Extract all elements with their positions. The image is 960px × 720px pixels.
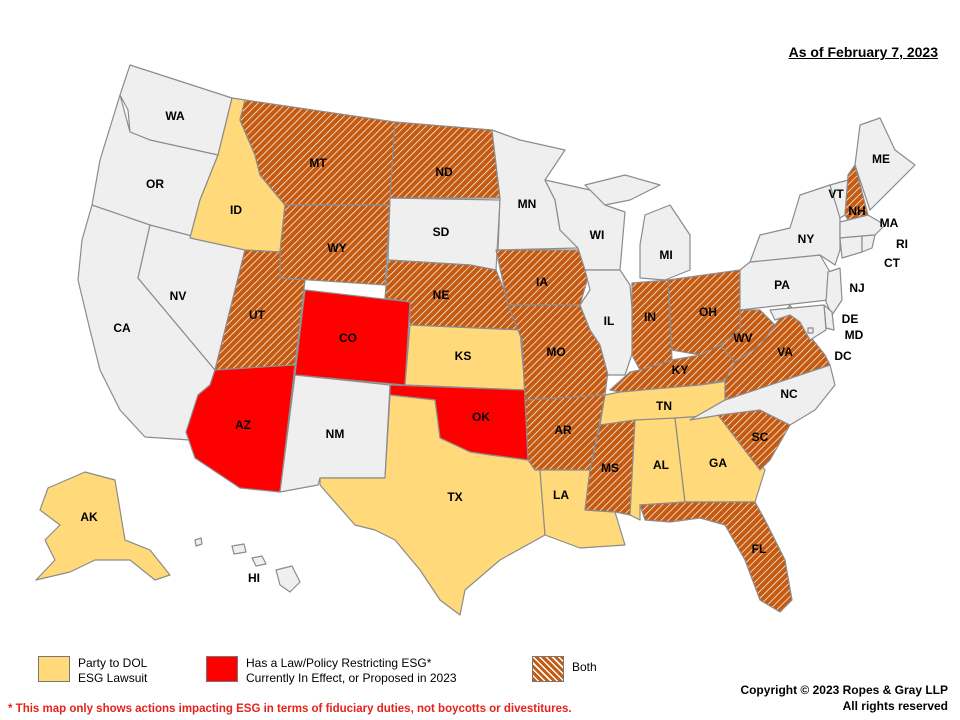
copyright-line1: Copyright © 2023 Ropes & Gray LLP: [740, 683, 948, 697]
footnote: * This map only shows actions impacting …: [8, 703, 572, 715]
label-nv: NV: [170, 289, 187, 303]
label-tn: TN: [656, 399, 672, 413]
label-wi: WI: [590, 228, 605, 242]
label-nm: NM: [326, 427, 345, 441]
label-ia: IA: [536, 275, 548, 289]
label-la: LA: [553, 488, 569, 502]
label-me: ME: [872, 152, 890, 166]
state-ak[interactable]: [35, 471, 171, 581]
label-il: IL: [604, 314, 615, 328]
label-ri: RI: [896, 237, 908, 251]
state-il[interactable]: [579, 269, 636, 376]
label-id: ID: [230, 203, 242, 217]
label-tx: TX: [447, 490, 462, 504]
label-ky: KY: [672, 363, 689, 377]
label-nd: ND: [435, 165, 453, 179]
label-sd: SD: [433, 225, 450, 239]
label-ma: MA: [880, 216, 899, 230]
state-mi-up[interactable]: [584, 174, 661, 206]
label-ne: NE: [433, 288, 450, 302]
state-ct[interactable]: [839, 235, 863, 259]
legend-both: Both: [532, 656, 597, 682]
label-de: DE: [842, 312, 859, 326]
legend-both-line1: Both: [572, 660, 597, 674]
label-nj: NJ: [849, 281, 864, 295]
label-ga: GA: [709, 456, 727, 470]
legend-lawsuit-line2: ESG Lawsuit: [78, 671, 148, 685]
label-dc: DC: [834, 349, 852, 363]
label-sc: SC: [752, 430, 769, 444]
us-states-map: WA OR CA NV ID MT WY UT AZ CO NM ND SD N…: [35, 64, 916, 616]
label-mt: MT: [309, 156, 327, 170]
state-ny[interactable]: [749, 184, 841, 266]
state-ia[interactable]: [495, 249, 591, 306]
label-ar: AR: [554, 423, 572, 437]
label-az: AZ: [235, 418, 251, 432]
legend-law: Has a Law/Policy Restricting ESG* Curren…: [206, 656, 457, 686]
label-oh: OH: [699, 305, 717, 319]
label-nh: NH: [848, 204, 865, 218]
label-vt: VT: [828, 187, 844, 201]
label-fl: FL: [752, 542, 767, 556]
label-va: VA: [777, 345, 793, 359]
label-nc: NC: [780, 387, 798, 401]
label-mn: MN: [518, 197, 537, 211]
label-ms: MS: [601, 461, 619, 475]
label-ok: OK: [472, 410, 490, 424]
state-ma[interactable]: [839, 214, 886, 239]
label-ny: NY: [798, 232, 815, 246]
legend-lawsuit: Party to DOL ESG Lawsuit: [38, 656, 147, 686]
label-co: CO: [339, 331, 357, 345]
state-wy[interactable]: [279, 204, 391, 286]
label-al: AL: [653, 458, 669, 472]
label-ks: KS: [455, 349, 472, 363]
state-tx[interactable]: [319, 394, 546, 616]
label-md: MD: [845, 328, 864, 342]
label-hi: HI: [248, 571, 260, 585]
state-me[interactable]: [854, 117, 916, 211]
copyright-notice: Copyright © 2023 Ropes & Gray LLP All ri…: [740, 682, 948, 714]
label-wa: WA: [165, 109, 185, 123]
state-hi[interactable]: [194, 537, 301, 593]
state-nd[interactable]: [389, 121, 501, 199]
label-mo: MO: [546, 345, 565, 359]
legend-lawsuit-line1: Party to DOL: [78, 656, 148, 670]
label-ut: UT: [249, 308, 266, 322]
state-nj[interactable]: [825, 267, 843, 316]
label-ak: AK: [80, 510, 98, 524]
state-az[interactable]: [185, 364, 296, 493]
legend-swatch-lawsuit: [38, 656, 70, 682]
state-fl[interactable]: [639, 501, 793, 613]
label-mi: MI: [659, 248, 672, 262]
legend-law-line1: Has a Law/Policy Restricting ESG*: [246, 656, 432, 670]
legend-swatch-both: [532, 656, 564, 682]
label-pa: PA: [774, 278, 790, 292]
state-ri[interactable]: [861, 234, 876, 253]
label-wv: WV: [733, 331, 752, 345]
legend-swatch-law: [206, 656, 238, 682]
state-dc[interactable]: [807, 327, 814, 334]
legend-law-line2: Currently In Effect, or Proposed in 2023: [246, 671, 457, 685]
label-wy: WY: [327, 241, 346, 255]
map-date-heading: As of February 7, 2023: [788, 44, 938, 60]
state-wv[interactable]: [719, 309, 776, 363]
label-ct: CT: [884, 256, 901, 270]
label-or: OR: [146, 177, 164, 191]
label-ca: CA: [113, 321, 131, 335]
state-mi[interactable]: [639, 204, 691, 281]
state-in[interactable]: [631, 279, 673, 371]
copyright-line2: All rights reserved: [842, 699, 948, 713]
label-in: IN: [644, 310, 656, 324]
